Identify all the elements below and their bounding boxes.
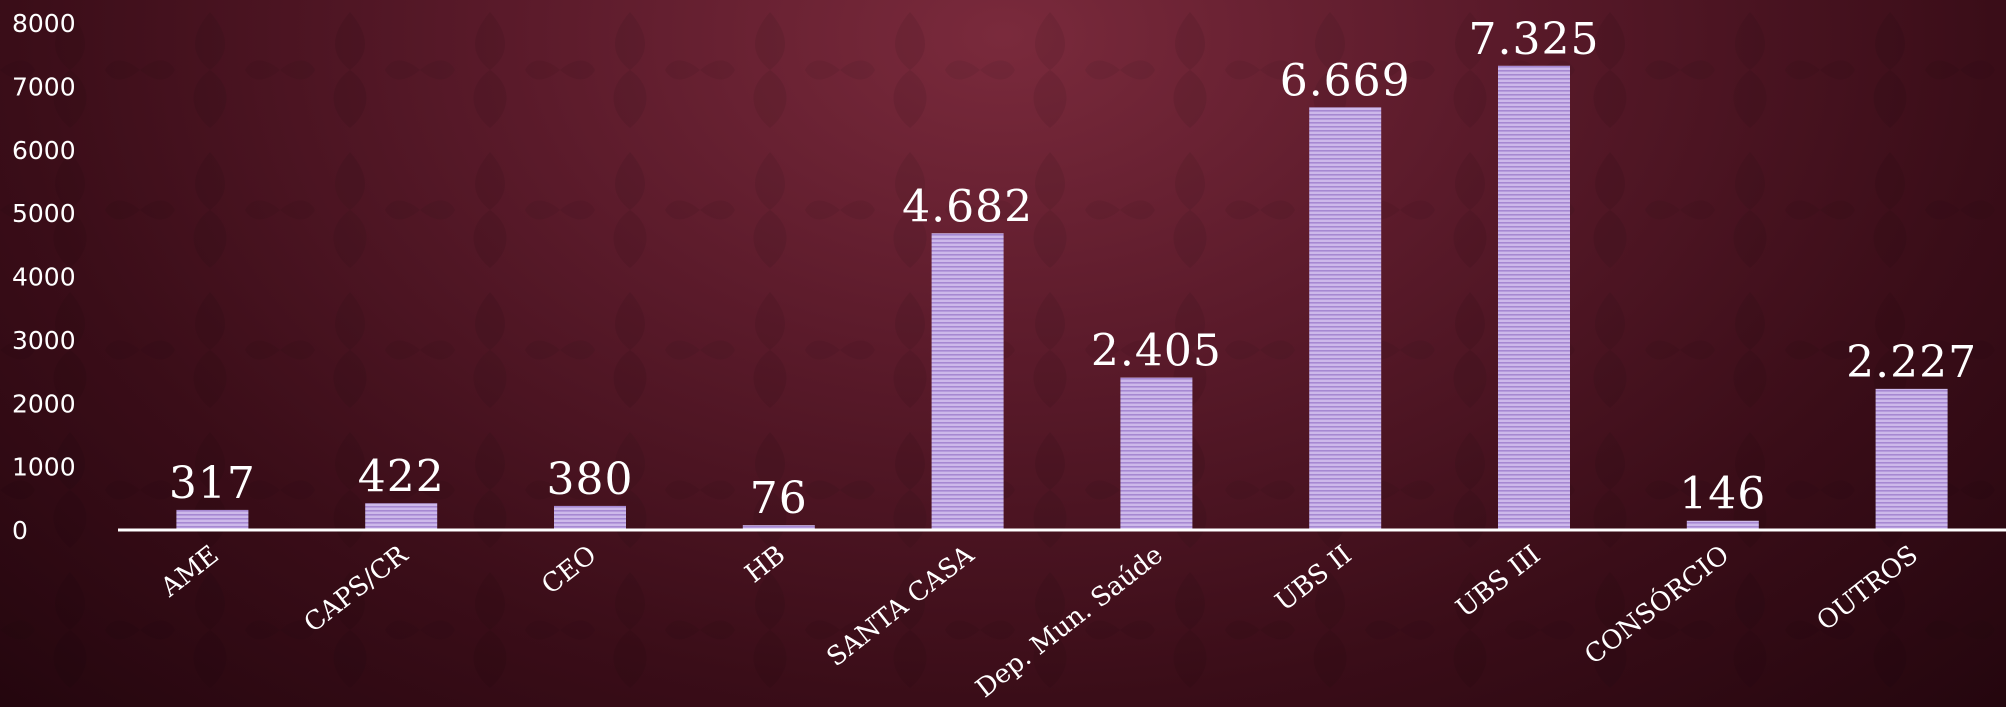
y-tick-label: 1000 [12, 453, 76, 482]
bar [1309, 107, 1382, 531]
bars [176, 65, 1948, 531]
bar [1686, 520, 1759, 530]
bar [554, 505, 626, 530]
data-label: 422 [358, 451, 445, 502]
data-label: 4.682 [902, 181, 1033, 232]
data-label: 317 [169, 458, 256, 509]
y-tick-label: 5000 [12, 199, 76, 228]
bar [176, 509, 249, 530]
y-tick-label: 3000 [12, 326, 76, 355]
bar [1120, 377, 1193, 530]
y-tick-label: 7000 [12, 72, 76, 101]
data-labels: 317 422 380 76 4.682 2.405 6.669 7.325 146 2.227 [169, 14, 1977, 524]
y-axis-ticks: 0 1000 2000 3000 4000 5000 6000 7000 8000 [12, 9, 76, 545]
data-label: 7.325 [1469, 14, 1600, 65]
data-label: 76 [750, 473, 808, 524]
bar [1875, 388, 1948, 530]
bar [365, 503, 438, 530]
y-tick-label: 0 [12, 516, 28, 545]
bar [1498, 65, 1570, 530]
bar [742, 525, 815, 530]
bar [931, 233, 1004, 530]
data-label: 2.405 [1091, 326, 1222, 377]
data-label: 2.227 [1846, 337, 1977, 388]
y-tick-label: 8000 [12, 9, 76, 38]
y-tick-label: 4000 [12, 263, 76, 292]
data-label: 146 [1679, 469, 1766, 520]
data-label: 6.669 [1280, 55, 1411, 106]
y-tick-label: 6000 [12, 136, 76, 165]
y-tick-label: 2000 [12, 389, 76, 418]
data-label: 380 [547, 454, 634, 505]
